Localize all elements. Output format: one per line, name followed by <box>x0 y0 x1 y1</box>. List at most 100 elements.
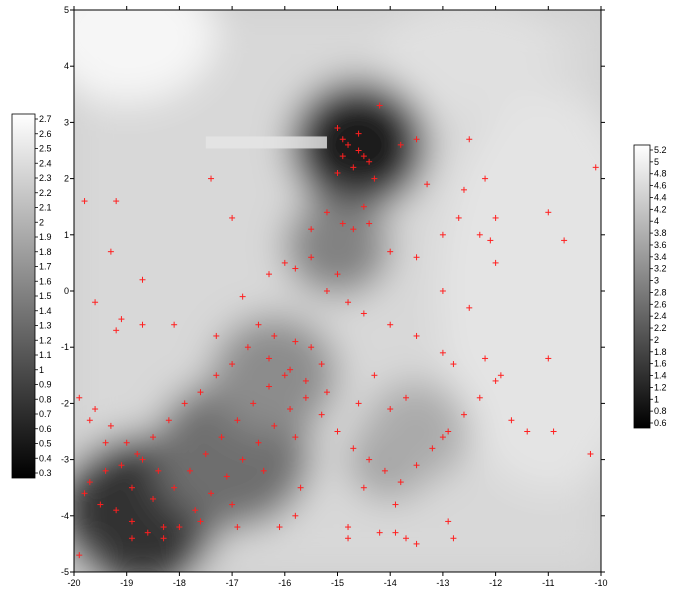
colorbar-label: 1 <box>654 394 659 404</box>
marker-cross <box>334 125 341 132</box>
marker-cross <box>371 372 378 379</box>
colorbar-label: 1.7 <box>39 262 52 272</box>
raster-shading <box>74 10 601 572</box>
marker-cross <box>561 237 568 244</box>
marker-cross <box>413 462 420 469</box>
marker-cross <box>128 484 135 491</box>
marker-cross <box>118 462 125 469</box>
marker-cross <box>413 136 420 143</box>
raster-dark-region <box>284 195 391 297</box>
marker-cross <box>186 467 193 474</box>
marker-cross <box>202 450 209 457</box>
marker-cross <box>466 136 473 143</box>
x-tick-label: -17 <box>226 578 239 588</box>
marker-cross <box>197 518 204 525</box>
colorbar-label: 0.4 <box>39 453 52 463</box>
marker-cross <box>360 310 367 317</box>
marker-cross <box>118 316 125 323</box>
map-area <box>74 10 601 572</box>
marker-cross <box>376 529 383 536</box>
marker-cross <box>323 288 330 294</box>
colorbar-label: 0.9 <box>39 380 52 390</box>
marker-cross <box>424 181 431 188</box>
marker-cross <box>150 434 157 441</box>
colorbar-label: 0.6 <box>39 424 52 434</box>
colorbar-label: 1.8 <box>654 347 667 357</box>
marker-cross <box>292 265 299 272</box>
marker-cross <box>229 361 236 368</box>
marker-cross <box>176 524 183 531</box>
marker-cross <box>413 540 420 547</box>
marker-cross <box>155 467 162 474</box>
colorbar-label: 2.7 <box>39 114 52 124</box>
marker-cross <box>197 389 204 396</box>
marker-cross <box>144 529 151 536</box>
colorbar-label: 4.2 <box>654 204 667 214</box>
marker-cross <box>86 479 93 486</box>
marker-cross <box>265 271 272 278</box>
marker-cross <box>287 406 294 413</box>
marker-cross <box>113 327 120 334</box>
colorbar-label: 2 <box>39 217 44 227</box>
marker-cross <box>497 372 504 379</box>
raster-band <box>205 136 327 149</box>
raster-light-topleft <box>74 10 217 103</box>
marker-cross <box>171 484 178 491</box>
marker-cross <box>334 169 341 176</box>
marker-cross <box>334 271 341 278</box>
y-tick-label: -4 <box>61 511 69 521</box>
marker-cross <box>213 372 220 379</box>
y-tick-label: -1 <box>61 342 69 352</box>
colorbar-label: 1.2 <box>39 335 52 345</box>
marker-cross <box>439 231 446 238</box>
colorbar-label: 1.1 <box>39 350 52 360</box>
colorbar-label: 2.4 <box>654 311 667 321</box>
marker-cross <box>318 411 325 418</box>
marker-cross <box>366 220 373 227</box>
marker-cross <box>387 248 394 255</box>
colorbar-label: 2 <box>654 335 659 345</box>
marker-cross <box>345 535 352 542</box>
marker-cross <box>271 422 278 429</box>
marker-cross <box>482 355 489 362</box>
marker-cross <box>160 524 167 531</box>
marker-cross <box>213 332 220 339</box>
colorbar-label: 2.8 <box>654 287 667 297</box>
marker-cross <box>439 434 446 441</box>
marker-cross <box>334 428 341 435</box>
marker-cross <box>403 394 410 401</box>
marker-cross <box>281 372 288 379</box>
colorbar-label: 0.8 <box>654 406 667 416</box>
marker-cross <box>339 220 346 227</box>
y-tick-label: 2 <box>64 174 69 184</box>
colorbar-label: 5.2 <box>654 145 667 155</box>
colorbar-label: 2.3 <box>39 173 52 183</box>
marker-cross <box>587 450 594 457</box>
colorbar-label: 2.2 <box>654 323 667 333</box>
marker-cross <box>107 248 114 255</box>
marker-cross <box>482 175 489 182</box>
y-tick-label: 5 <box>64 5 69 15</box>
marker-cross <box>76 394 83 401</box>
raster-light-topright <box>379 10 560 115</box>
marker-cross <box>439 349 446 356</box>
marker-cross <box>128 535 135 542</box>
marker-cross <box>376 102 383 109</box>
x-tick-label: -13 <box>436 578 449 588</box>
marker-cross <box>234 524 241 531</box>
marker-cross <box>271 332 278 339</box>
marker-cross <box>476 231 483 238</box>
marker-cross <box>229 501 236 508</box>
marker-cross <box>281 259 288 266</box>
colorbar-label: 1.2 <box>654 382 667 392</box>
colorbar-label: 0.7 <box>39 409 52 419</box>
marker-layer <box>76 102 599 559</box>
marker-cross <box>492 214 499 221</box>
marker-cross <box>492 259 499 266</box>
marker-cross <box>413 332 420 339</box>
marker-cross <box>355 400 362 407</box>
marker-cross <box>139 456 146 463</box>
marker-cross <box>350 226 357 233</box>
marker-cross <box>265 355 272 362</box>
marker-cross <box>350 164 357 171</box>
